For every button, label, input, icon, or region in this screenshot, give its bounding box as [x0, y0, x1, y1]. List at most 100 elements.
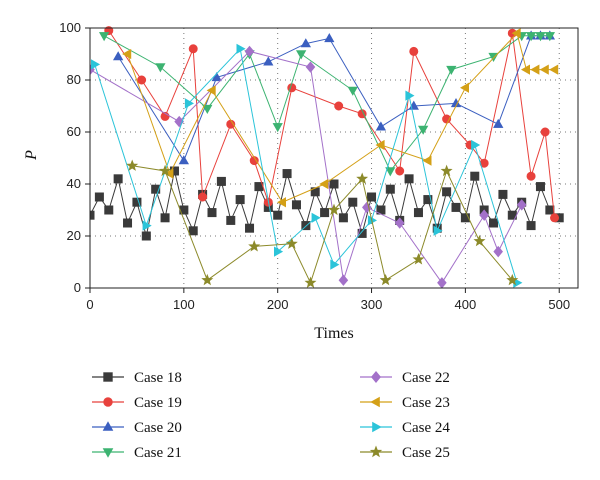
data-point-case-20 [375, 121, 387, 131]
data-point-case-24 [142, 220, 152, 231]
legend-item-case-22: Case 22 [360, 370, 450, 386]
legend-marker [372, 421, 382, 433]
plot-frame [89, 27, 579, 289]
data-point-case-22 [394, 217, 405, 229]
legend-item-case-24: Case 24 [360, 420, 450, 436]
data-point-case-24 [236, 43, 246, 54]
data-point-case-18 [226, 215, 236, 225]
legend-item-case-25: Case 25 [360, 445, 450, 461]
data-point-case-18 [132, 197, 142, 207]
data-point-case-24 [330, 259, 340, 270]
legend-label: Case 18 [134, 370, 182, 386]
data-point-case-21 [417, 125, 429, 135]
data-point-case-19 [137, 75, 147, 85]
legend-marker [370, 396, 380, 408]
series-case-18 [90, 166, 564, 241]
data-point-case-24 [91, 59, 101, 70]
data-point-case-18 [526, 221, 536, 231]
data-point-case-18 [545, 205, 555, 215]
series-case-22 [90, 45, 527, 288]
data-point-case-21 [385, 167, 396, 177]
data-point-case-18 [235, 195, 245, 205]
data-point-case-25 [506, 273, 519, 286]
data-point-case-18 [329, 179, 339, 189]
data-point-case-23 [520, 64, 531, 75]
y-axis-title: P [23, 150, 40, 161]
data-point-case-20 [112, 51, 124, 61]
data-point-case-23 [164, 168, 174, 179]
data-point-case-25 [304, 276, 317, 288]
data-point-case-21 [98, 32, 110, 42]
data-point-case-21 [535, 32, 546, 42]
data-point-case-20 [263, 56, 274, 66]
data-point-case-18 [188, 226, 198, 236]
legend-label: Case 22 [402, 370, 450, 386]
legend-label: Case 19 [134, 395, 182, 411]
data-point-case-18 [104, 205, 114, 215]
data-point-case-18 [460, 213, 470, 223]
series-layer [90, 26, 564, 288]
data-point-case-23 [511, 28, 521, 39]
legend-label: Case 21 [134, 445, 182, 461]
legend-marker [369, 445, 383, 458]
data-point-case-20 [300, 38, 312, 48]
legend-item-case-20: Case 20 [92, 420, 182, 436]
data-point-case-21 [347, 86, 358, 96]
data-point-case-22 [305, 61, 316, 73]
data-point-case-18 [442, 187, 452, 197]
data-point-case-20 [324, 32, 335, 43]
data-point-case-18 [320, 208, 330, 218]
legend-label: Case 20 [134, 420, 182, 436]
x-tick-label: 500 [548, 297, 570, 312]
data-point-case-18 [151, 184, 161, 194]
data-point-case-25 [356, 172, 369, 184]
data-point-case-24 [311, 212, 321, 223]
data-point-case-21 [446, 65, 457, 76]
data-point-case-18 [413, 208, 423, 218]
data-point-case-24 [471, 139, 481, 151]
data-point-case-19 [188, 44, 198, 54]
legend-item-case-18: Case 18 [92, 370, 182, 386]
x-tick-label: 300 [361, 297, 383, 312]
legend-marker [103, 372, 113, 382]
data-point-case-18 [113, 174, 123, 184]
data-point-case-24 [405, 90, 415, 101]
data-point-case-24 [433, 225, 443, 236]
data-point-case-18 [207, 208, 217, 218]
data-point-case-18 [348, 197, 358, 207]
legend-marker [102, 421, 114, 431]
legend-item-case-23: Case 23 [360, 395, 450, 411]
data-point-case-23 [422, 155, 432, 166]
legend-item-case-21: Case 21 [92, 445, 182, 461]
data-point-case-25 [473, 234, 486, 247]
y-tick-label: 20 [67, 228, 81, 243]
data-point-case-25 [412, 253, 425, 265]
data-point-case-25 [126, 159, 139, 171]
legend-label: Case 25 [402, 445, 450, 461]
y-tick-label: 40 [67, 176, 81, 191]
data-point-case-18 [216, 176, 226, 186]
data-point-case-22 [479, 209, 489, 221]
data-point-case-18 [141, 231, 151, 241]
data-point-case-19 [409, 46, 419, 56]
data-point-case-18 [423, 195, 433, 205]
data-point-case-25 [159, 164, 172, 177]
data-point-case-20 [493, 118, 504, 128]
series-case-25 [126, 159, 519, 288]
data-point-case-21 [155, 63, 166, 73]
series-case-24 [91, 43, 523, 288]
data-point-case-22 [493, 245, 503, 258]
data-point-case-19 [198, 192, 208, 202]
legend-item-case-19: Case 19 [92, 395, 182, 411]
data-point-case-22 [338, 274, 349, 286]
data-point-case-18 [282, 169, 292, 179]
data-point-case-23 [459, 82, 470, 93]
data-point-case-18 [160, 213, 170, 223]
data-point-case-21 [202, 104, 213, 115]
data-point-case-23 [530, 64, 540, 75]
data-point-case-22 [437, 277, 447, 288]
data-point-case-25 [285, 237, 298, 249]
data-point-case-18 [470, 171, 480, 181]
data-point-case-18 [123, 218, 133, 228]
